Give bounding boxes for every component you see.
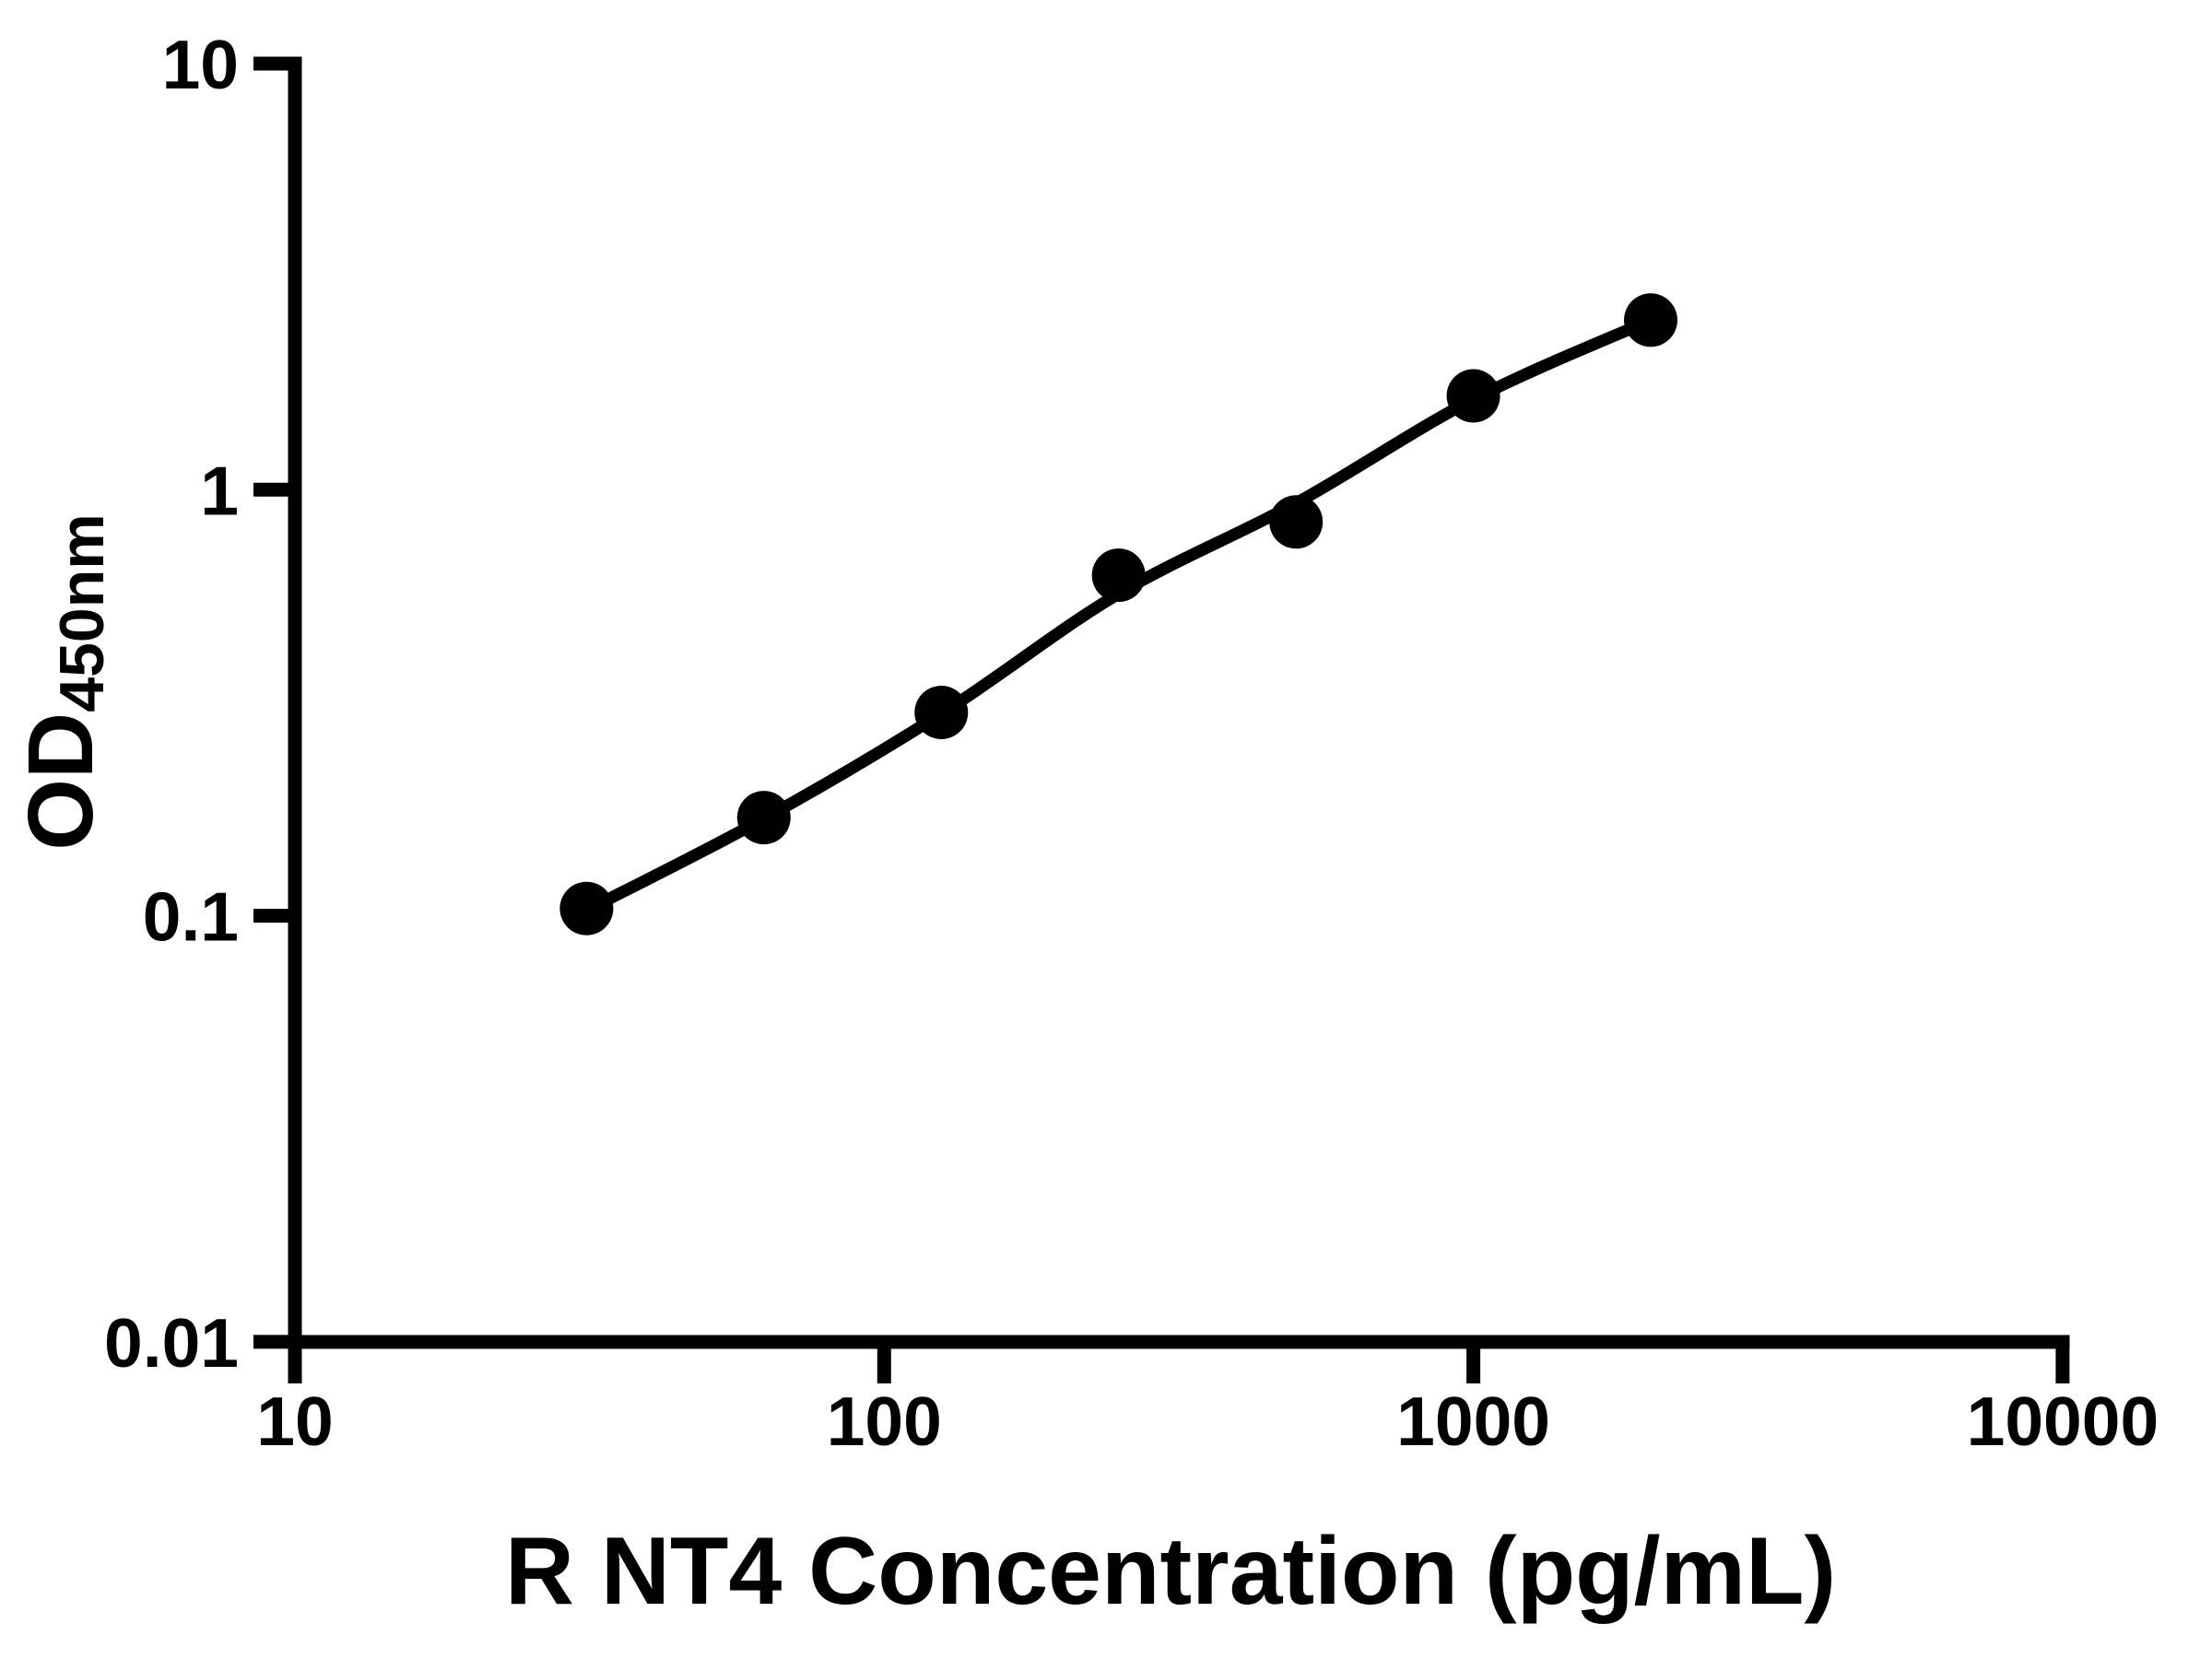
x-tick-label: 10	[256, 1382, 333, 1460]
data-point	[736, 791, 791, 845]
data-point	[1091, 548, 1146, 603]
x-tick-label: 10000	[1967, 1382, 2159, 1460]
data-point	[559, 881, 614, 935]
data-point	[1446, 369, 1500, 423]
y-axis-title-subscript: 450nm	[47, 513, 117, 712]
y-tick-label: 10	[162, 26, 239, 103]
tick-marks	[253, 56, 2070, 1383]
y-tick-label: 0.1	[143, 878, 239, 956]
x-tick-label: 100	[827, 1382, 942, 1460]
x-tick-label: 1000	[1396, 1382, 1550, 1460]
x-axis-title: R NT4 Concentration (pg/mL)	[505, 1518, 1836, 1625]
data-point	[914, 686, 969, 739]
y-tick-label: 0.01	[104, 1304, 239, 1382]
y-axis-title-main: OD	[9, 712, 112, 851]
data-points-group	[559, 293, 1677, 935]
y-axis-title: OD450nm	[9, 513, 117, 850]
data-point	[1269, 495, 1324, 549]
data-point	[1624, 293, 1677, 347]
y-tick-label: 1	[200, 452, 239, 529]
axes	[288, 56, 2070, 1349]
